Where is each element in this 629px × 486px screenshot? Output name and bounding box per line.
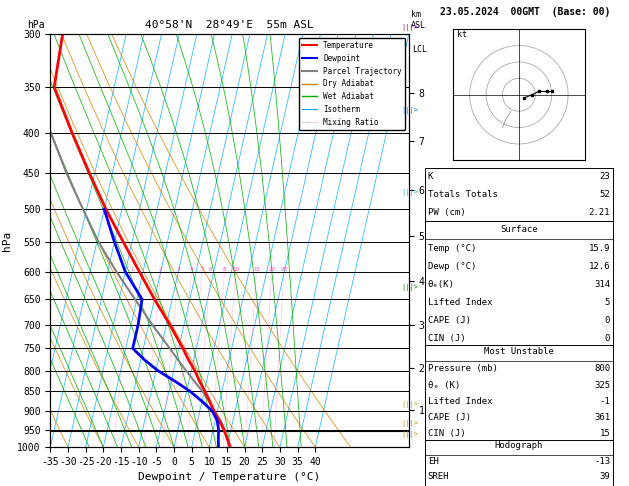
Text: EH: EH — [428, 457, 438, 466]
Text: 0: 0 — [604, 316, 610, 325]
Text: 25: 25 — [281, 267, 287, 272]
Text: 8: 8 — [223, 267, 226, 272]
Text: CAPE (J): CAPE (J) — [428, 413, 470, 422]
Text: 15.9: 15.9 — [589, 243, 610, 253]
Legend: Temperature, Dewpoint, Parcel Trajectory, Dry Adiabat, Wet Adiabat, Isotherm, Mi: Temperature, Dewpoint, Parcel Trajectory… — [299, 38, 405, 130]
Text: 4: 4 — [190, 267, 193, 272]
Text: Dewp (°C): Dewp (°C) — [428, 262, 476, 271]
Text: |||>: |||> — [401, 420, 418, 427]
Text: km
ASL: km ASL — [411, 11, 426, 30]
Text: |||>: |||> — [401, 400, 418, 408]
Text: 15: 15 — [599, 429, 610, 438]
Text: Most Unstable: Most Unstable — [484, 347, 554, 356]
Text: 15: 15 — [253, 267, 260, 272]
Text: θₑ (K): θₑ (K) — [428, 381, 460, 390]
Text: 3: 3 — [177, 267, 181, 272]
Text: 1: 1 — [130, 267, 134, 272]
Text: PW (cm): PW (cm) — [428, 208, 465, 217]
Text: CIN (J): CIN (J) — [428, 334, 465, 343]
Text: Hodograph: Hodograph — [495, 441, 543, 451]
Text: 361: 361 — [594, 413, 610, 422]
Text: hPa: hPa — [27, 20, 45, 30]
Text: -13: -13 — [594, 457, 610, 466]
Text: 20: 20 — [268, 267, 276, 272]
Text: LCL: LCL — [413, 45, 428, 54]
Text: 6: 6 — [209, 267, 213, 272]
Text: |||>: |||> — [401, 284, 418, 292]
Title: 40°58'N  28°49'E  55m ASL: 40°58'N 28°49'E 55m ASL — [145, 20, 314, 31]
Text: K: K — [428, 172, 433, 181]
Text: Surface: Surface — [500, 225, 538, 234]
Text: 2.21: 2.21 — [589, 208, 610, 217]
Text: θₑ(K): θₑ(K) — [428, 280, 455, 289]
Text: -1: -1 — [599, 397, 610, 406]
Text: Lifted Index: Lifted Index — [428, 397, 493, 406]
Text: Totals Totals: Totals Totals — [428, 190, 498, 199]
Text: CAPE (J): CAPE (J) — [428, 316, 470, 325]
Text: 39: 39 — [599, 472, 610, 481]
Text: © weatheronline.co.uk: © weatheronline.co.uk — [467, 474, 571, 484]
Text: 800: 800 — [594, 364, 610, 373]
Text: |||>: |||> — [401, 190, 418, 196]
Text: |||>: |||> — [401, 24, 418, 31]
Text: Temp (°C): Temp (°C) — [428, 243, 476, 253]
Text: 12.6: 12.6 — [589, 262, 610, 271]
Y-axis label: hPa: hPa — [1, 230, 11, 251]
Text: 5: 5 — [604, 298, 610, 307]
Text: 2: 2 — [159, 267, 162, 272]
Y-axis label: Mixing Ratio (g/kg): Mixing Ratio (g/kg) — [426, 185, 435, 296]
Text: CIN (J): CIN (J) — [428, 429, 465, 438]
Text: 10: 10 — [232, 267, 239, 272]
Text: 0: 0 — [604, 334, 610, 343]
Text: SREH: SREH — [428, 472, 449, 481]
Text: 52: 52 — [599, 190, 610, 199]
Text: |||>: |||> — [401, 431, 418, 438]
Text: 23.05.2024  00GMT  (Base: 00): 23.05.2024 00GMT (Base: 00) — [440, 7, 610, 17]
Text: kt: kt — [457, 30, 467, 39]
Text: |||>: |||> — [401, 107, 418, 114]
Text: 314: 314 — [594, 280, 610, 289]
Text: 23: 23 — [599, 172, 610, 181]
Text: Lifted Index: Lifted Index — [428, 298, 493, 307]
Text: 325: 325 — [594, 381, 610, 390]
X-axis label: Dewpoint / Temperature (°C): Dewpoint / Temperature (°C) — [138, 472, 321, 483]
Text: 5: 5 — [200, 267, 204, 272]
Text: Pressure (mb): Pressure (mb) — [428, 364, 498, 373]
